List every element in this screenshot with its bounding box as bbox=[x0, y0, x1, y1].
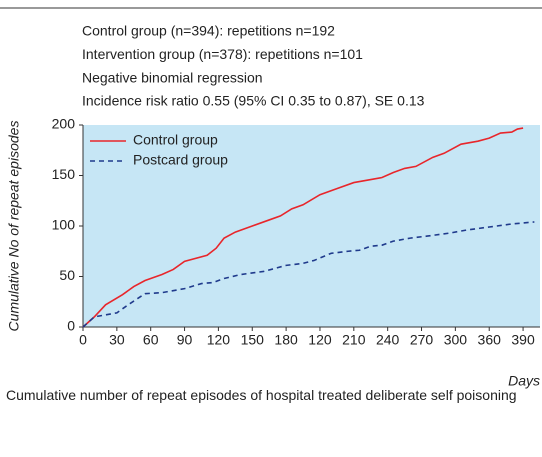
y-axis-label: Cumulative No of repeat episodes bbox=[6, 121, 22, 332]
x-tick-label: 390 bbox=[511, 332, 535, 348]
y-tick-label: 200 bbox=[52, 116, 76, 132]
x-tick-label: 240 bbox=[376, 332, 400, 348]
x-tick-label: 270 bbox=[410, 332, 434, 348]
y-tick-label: 150 bbox=[52, 166, 76, 182]
annotation: Negative binomial regression bbox=[82, 69, 263, 85]
x-tick-label: 360 bbox=[478, 332, 502, 348]
legend-label: Control group bbox=[133, 132, 218, 148]
series-line bbox=[82, 127, 524, 328]
series-line bbox=[82, 221, 535, 328]
legend-label: Postcard group bbox=[133, 152, 228, 168]
x-tick-label: 120 bbox=[308, 332, 332, 348]
annotation: Control group (n=394): repetitions n=192 bbox=[82, 23, 335, 39]
y-tick-label: 0 bbox=[67, 318, 75, 334]
x-tick-label: 150 bbox=[241, 332, 265, 348]
x-axis-label: Days bbox=[508, 373, 540, 389]
x-tick-label: 60 bbox=[143, 332, 159, 348]
x-tick-label: 0 bbox=[79, 332, 87, 348]
caption: Cumulative number of repeat episodes of … bbox=[6, 387, 517, 403]
annotation: Incidence risk ratio 0.55 (95% CI 0.35 t… bbox=[82, 93, 425, 109]
x-tick-label: 30 bbox=[109, 332, 125, 348]
x-tick-label: 180 bbox=[274, 332, 298, 348]
y-tick-label: 100 bbox=[52, 217, 76, 233]
plot-background bbox=[83, 125, 540, 327]
x-tick-label: 90 bbox=[177, 332, 193, 348]
x-tick-label: 210 bbox=[342, 332, 366, 348]
x-tick-label: 300 bbox=[444, 332, 468, 348]
x-tick-label: 120 bbox=[207, 332, 231, 348]
y-tick-label: 50 bbox=[59, 267, 75, 283]
annotation: Intervention group (n=378): repetitions … bbox=[82, 46, 363, 62]
